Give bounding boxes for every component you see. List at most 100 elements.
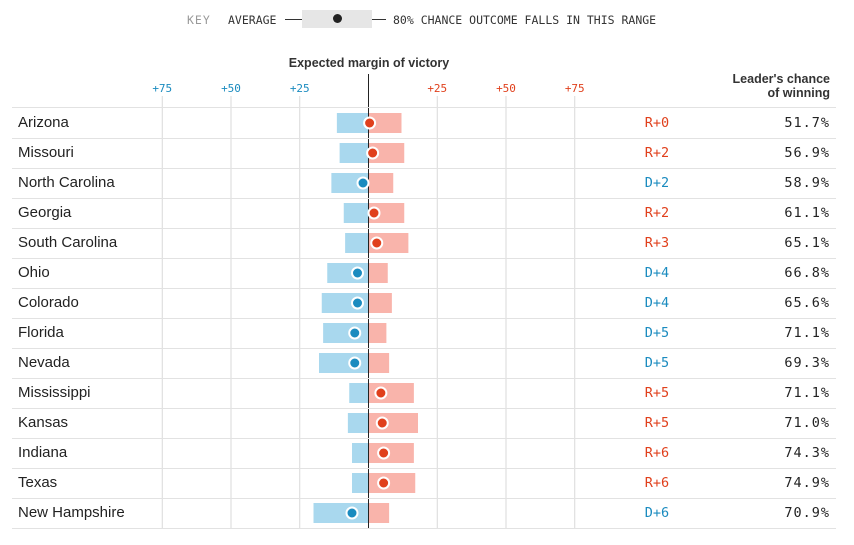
tick-label: +50: [496, 82, 516, 95]
state-name: Arizona: [18, 114, 69, 131]
margin-label: R+3: [644, 235, 670, 251]
state-name: South Carolina: [18, 234, 118, 251]
win-chance: 51.7%: [784, 115, 830, 131]
row-separator: [12, 528, 836, 529]
key-line-right: [372, 19, 386, 20]
rep-range-band: [368, 443, 414, 463]
chance-column-title: Leader's chance of winning: [670, 72, 830, 100]
margin-label: D+2: [644, 175, 670, 191]
chance-column-title-line1: Leader's chance: [732, 72, 830, 86]
average-dot: [348, 326, 362, 340]
dem-range-band: [345, 233, 369, 253]
state-name: New Hampshire: [18, 504, 125, 521]
average-dot: [351, 296, 364, 310]
dem-range-band: [352, 473, 369, 493]
dem-range-band: [323, 323, 369, 343]
row-separator: [12, 498, 836, 499]
margin-label: D+6: [644, 505, 670, 521]
dem-range-band: [313, 503, 369, 523]
key-label: KEY: [187, 13, 211, 27]
rep-range-band: [368, 293, 392, 313]
state-name: Georgia: [18, 204, 72, 221]
key-average-dot: [333, 14, 342, 23]
dem-range-band: [349, 383, 369, 403]
row-separator: [12, 258, 836, 259]
dem-range-band: [343, 203, 369, 223]
margin-label: R+5: [644, 415, 670, 431]
win-chance: 61.1%: [784, 205, 830, 221]
row-separator: [12, 288, 836, 289]
average-dot: [363, 116, 377, 130]
axis-title: Expected margin of victory: [288, 56, 450, 70]
win-chance: 71.1%: [784, 385, 830, 401]
dem-range-band: [347, 413, 369, 433]
key-range-label: 80% CHANCE OUTCOME FALLS IN THIS RANGE: [393, 13, 657, 27]
dem-range-band: [352, 443, 369, 463]
margin-label: R+5: [644, 385, 670, 401]
win-chance: 66.8%: [784, 265, 830, 281]
average-dot: [356, 176, 370, 190]
state-name: Colorado: [18, 294, 79, 311]
rep-range-band: [368, 173, 394, 193]
row-separator: [12, 348, 836, 349]
average-dot: [375, 416, 389, 430]
dem-range-band: [336, 113, 369, 133]
rep-range-band: [368, 323, 387, 343]
state-name: Ohio: [18, 264, 50, 281]
state-name: North Carolina: [18, 174, 115, 191]
rep-range-band: [368, 473, 416, 493]
tick-label: +75: [564, 82, 585, 95]
tick-label: +50: [221, 82, 241, 95]
margin-label: R+6: [644, 445, 670, 461]
row-separator: [12, 438, 836, 439]
average-dot: [370, 236, 384, 250]
state-name: Kansas: [18, 414, 69, 431]
row-separator: [12, 198, 836, 199]
state-name: Mississippi: [18, 384, 91, 401]
row-separator: [12, 468, 836, 469]
row-separator: [12, 138, 836, 139]
win-chance: 70.9%: [784, 505, 830, 521]
margin-label: R+2: [644, 145, 670, 161]
win-chance: 56.9%: [784, 145, 830, 161]
win-chance: 71.1%: [784, 325, 830, 341]
row-separator: [12, 228, 836, 229]
state-name: Texas: [18, 474, 58, 491]
margin-label: R+2: [644, 205, 670, 221]
win-chance: 74.3%: [784, 445, 830, 461]
rep-range-band: [368, 113, 402, 133]
state-name: Missouri: [18, 144, 74, 161]
margin-label: D+4: [644, 295, 670, 311]
state-name: Florida: [18, 324, 64, 341]
margin-label: D+4: [644, 265, 670, 281]
row-separator: [12, 408, 836, 409]
tick-label: +75: [152, 82, 173, 95]
average-dot: [345, 506, 359, 520]
chart-key: KEY AVERAGE 80% CHANCE OUTCOME FALLS IN …: [0, 9, 854, 31]
average-dot: [377, 446, 391, 460]
rep-range-band: [368, 503, 390, 523]
margin-label: R+6: [644, 475, 670, 491]
win-chance: 65.1%: [784, 235, 830, 251]
row-separator: [12, 378, 836, 379]
rep-range-band: [368, 263, 388, 283]
margin-label: R+0: [644, 115, 670, 131]
dem-range-band: [339, 143, 369, 163]
average-dot: [366, 146, 380, 160]
margin-label: D+5: [644, 355, 670, 371]
chance-column-title-line2: of winning: [767, 86, 830, 100]
average-dot: [351, 266, 364, 280]
win-chance: 74.9%: [784, 475, 830, 491]
average-dot: [374, 386, 388, 400]
average-dot: [367, 206, 381, 220]
row-separator: [12, 318, 836, 319]
key-line-left: [285, 19, 305, 20]
average-dot: [377, 476, 391, 490]
average-dot: [348, 356, 362, 370]
row-separator: [12, 107, 836, 108]
rep-range-band: [368, 353, 390, 373]
key-average-label: AVERAGE: [228, 13, 277, 27]
win-chance: 58.9%: [784, 175, 830, 191]
tick-label: +25: [427, 82, 448, 95]
